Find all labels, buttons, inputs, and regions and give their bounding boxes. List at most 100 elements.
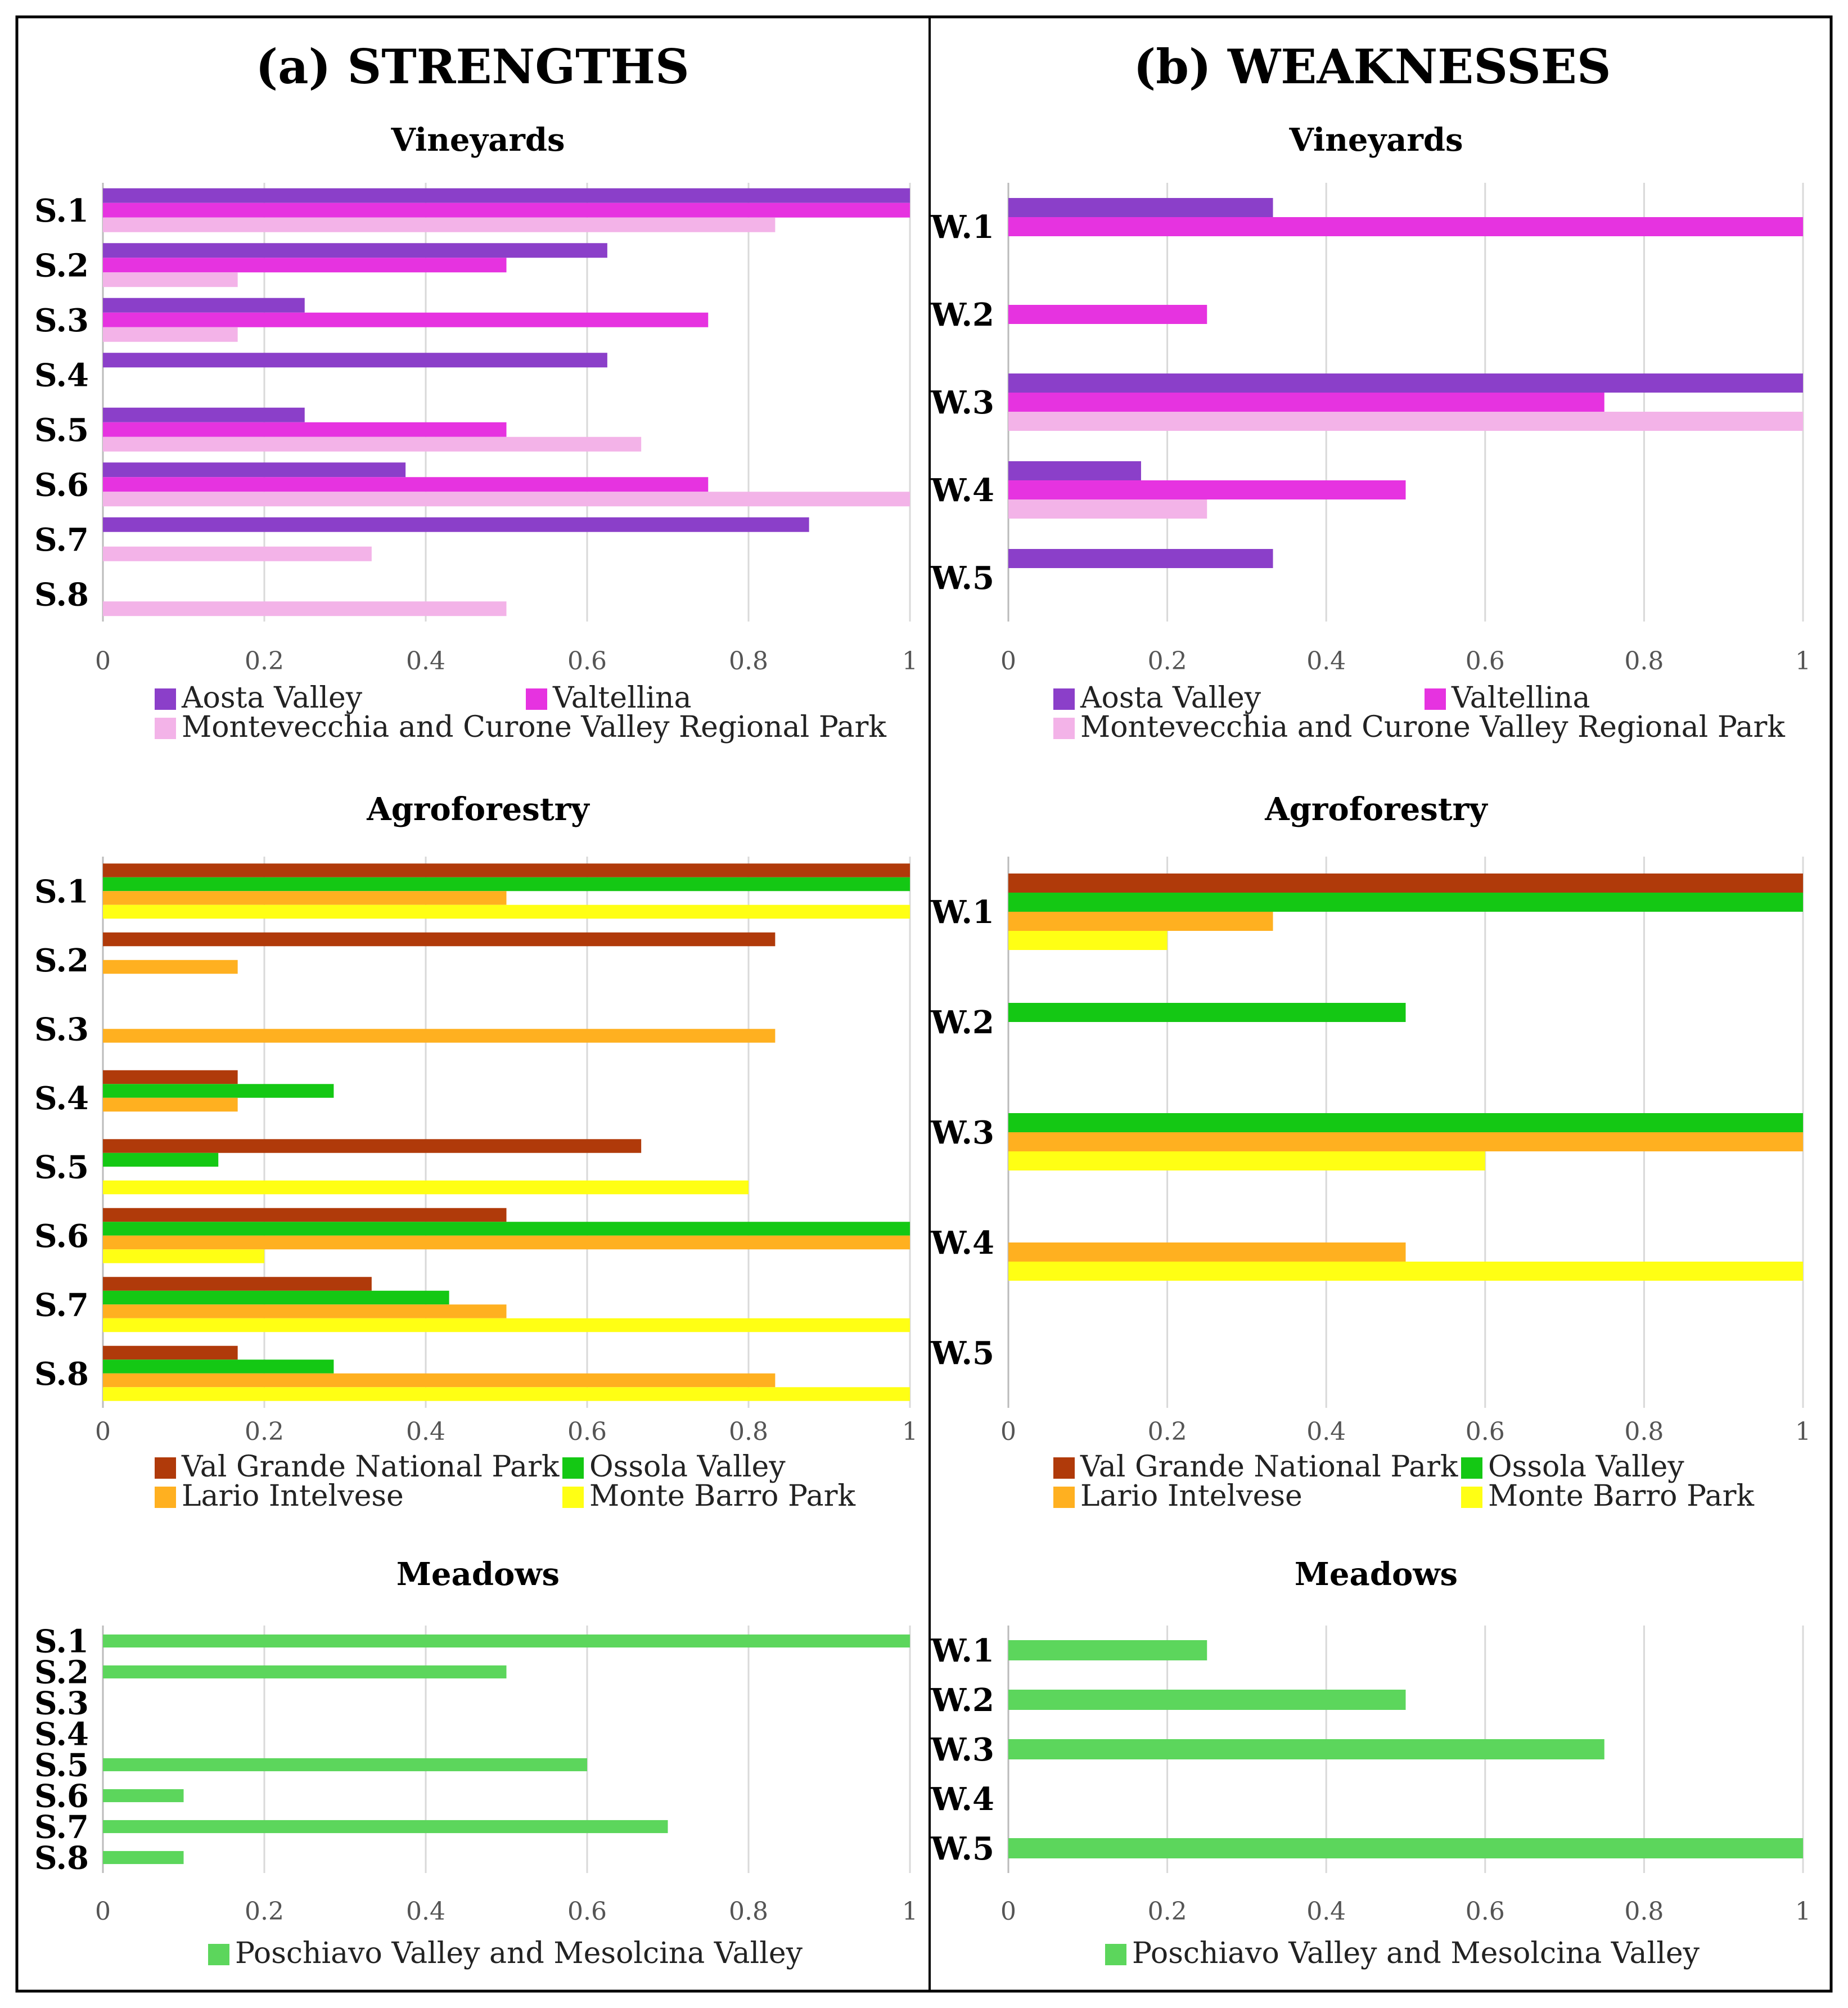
chart-strengths-agroforestry-bar [103,1097,238,1112]
chart-strengths-vineyards-legend-label: Montevecchia and Curone Valley Regional … [182,710,886,744]
chart-strengths-agroforestry-title: Agroforestry [366,791,590,828]
chart-weaknesses-meadows-tick-label: 1 [1795,1897,1811,1926]
chart-strengths-agroforestry-bar [103,932,776,947]
chart-strengths-meadows-category-label: S.5 [34,1747,89,1784]
chart-weaknesses-vineyards-bar [1008,499,1207,519]
chart-weaknesses-vineyards-category-label: W.4 [930,472,994,509]
chart-weaknesses-meadows-bar [1008,1838,1803,1858]
chart-strengths-agroforestry-bar [103,1277,372,1291]
chart-weaknesses-vineyards-bar [1008,217,1803,236]
chart-strengths-agroforestry-bar [103,1222,910,1236]
chart-strengths-agroforestry-bar [103,1070,238,1084]
chart-strengths-agroforestry-category-label: S.1 [34,873,89,910]
chart-strengths-agroforestry-legend-swatch [155,1457,176,1479]
chart-strengths-agroforestry-category-label: S.2 [34,942,89,979]
chart-strengths-meadows-legend-swatch [208,1944,229,1965]
chart-strengths-meadows-category-label: S.2 [34,1654,89,1691]
chart-weaknesses-meadows-tick-label: 0 [1000,1897,1016,1926]
chart-strengths-vineyards-title: Vineyards [390,121,565,159]
chart-weaknesses-vineyards: Vineyards 0 0.2 0.4 0.6 0.8 1 W.1 W.2 W.3 W.4 W.5 Ao… [930,121,1811,744]
chart-strengths-agroforestry-tick-label: 0.4 [406,1417,445,1446]
chart-weaknesses-agroforestry-bar [1008,1151,1485,1170]
chart-strengths-agroforestry-bar [103,1235,910,1250]
chart-weaknesses-agroforestry-tick-label: 0.4 [1306,1417,1346,1446]
chart-weaknesses-vineyards-tick-label: 0.4 [1306,647,1346,676]
chart-weaknesses-agroforestry-bar [1008,893,1803,912]
chart-weaknesses-meadows-tick-label: 0.2 [1148,1897,1187,1926]
chart-weaknesses-agroforestry-legend-label: Val Grande National Park [1080,1450,1458,1484]
chart-strengths-vineyards: Vineyards 0 0.2 0.4 0.6 0.8 1 S.1 S.2 S.3 S.4 S.5 S.… [34,121,918,744]
chart-weaknesses-vineyards-tick-label: 1 [1795,647,1811,676]
chart-strengths-vineyards-bar [103,477,709,492]
chart-weaknesses-agroforestry-tick-label: 0.2 [1148,1417,1187,1446]
chart-strengths-vineyards-category-label: S.3 [34,302,89,339]
chart-strengths-agroforestry-bar [103,1290,449,1305]
chart-weaknesses-meadows-category-label: W.1 [930,1632,994,1669]
chart-weaknesses-vineyards-category-label: W.2 [930,296,994,334]
chart-strengths-vineyards-category-label: S.6 [34,466,89,503]
chart-weaknesses-vineyards-title: Vineyards [1288,121,1463,159]
chart-strengths-meadows-tick-label: 0.4 [406,1897,445,1926]
chart-weaknesses-vineyards-legend-label: Montevecchia and Curone Valley Regional … [1080,710,1785,744]
chart-strengths-meadows-bar [103,1789,184,1803]
chart-strengths-agroforestry-legend-swatch [562,1487,584,1508]
chart-weaknesses-agroforestry-bar [1008,1242,1406,1262]
chart-weaknesses-vineyards-bar [1008,373,1803,393]
chart-weaknesses-agroforestry-legend-swatch [1053,1487,1075,1508]
chart-strengths-agroforestry-bar [103,891,507,905]
chart-strengths-agroforestry-legend-label: Ossola Valley [589,1450,786,1484]
chart-strengths-agroforestry-legend-label: Lario Intelvese [182,1479,404,1513]
chart-strengths-meadows-bar [103,1665,507,1679]
chart-strengths-vineyards-bar [103,312,709,327]
chart-strengths-vineyards-bar [103,188,910,203]
chart-strengths-vineyards-bar [103,517,809,532]
chart-weaknesses-meadows-title: Meadows [1295,1556,1458,1593]
chart-weaknesses-meadows-category-label: W.4 [930,1781,994,1818]
chart-strengths-meadows-category-label: S.3 [34,1685,89,1722]
outer-border [15,15,1833,1993]
chart-strengths-vineyards-category-label: S.4 [34,357,89,394]
chart-strengths-agroforestry-bar [103,904,910,919]
chart-weaknesses-agroforestry-legend-label: Monte Barro Park [1488,1479,1755,1513]
chart-weaknesses-agroforestry-tick-label: 0.6 [1466,1417,1505,1446]
chart-weaknesses-vineyards-category-label: W.5 [930,560,994,597]
chart-weaknesses-agroforestry-bar [1008,1113,1803,1132]
chart-weaknesses-agroforestry-bar [1008,912,1273,931]
chart-weaknesses-agroforestry-tick-label: 0.8 [1624,1417,1664,1446]
chart-weaknesses-agroforestry-category-label: W.4 [930,1224,994,1262]
chart-strengths-vineyards-category-label: S.1 [34,192,89,229]
chart-weaknesses-meadows-tick-label: 0.8 [1624,1897,1664,1926]
chart-strengths-meadows-category-label: S.8 [34,1840,89,1877]
chart-strengths-agroforestry-bar [103,1345,238,1360]
chart-weaknesses-meadows-tick-label: 0.6 [1466,1897,1505,1926]
chart-strengths-meadows-tick-label: 0 [95,1897,111,1926]
chart-strengths-vineyards-bar [103,601,507,616]
chart-strengths-agroforestry-legend-swatch [562,1457,584,1479]
chart-strengths-agroforestry-legend-label: Val Grande National Park [181,1450,560,1484]
chart-weaknesses-agroforestry-legend-swatch [1461,1487,1482,1508]
chart-weaknesses-agroforestry-category-label: W.2 [930,1004,994,1041]
chart-strengths-agroforestry-tick-label: 1 [902,1417,918,1446]
chart-weaknesses-vineyards-legend-swatch [1425,688,1446,710]
chart-strengths-vineyards-bar [103,258,507,273]
chart-weaknesses-meadows-category-label: W.2 [930,1682,994,1719]
chart-strengths-agroforestry: Agroforestry 0 0.2 0.4 0.6 0.8 1 S.1 S.2 S.3 S.4 S.… [34,791,918,1513]
chart-strengths-agroforestry-tick-label: 0.2 [245,1417,284,1446]
chart-strengths-vineyards-tick-label: 0 [95,647,111,676]
chart-strengths-vineyards-legend-swatch [526,688,547,710]
chart-weaknesses-vineyards-tick-label: 0 [1000,647,1016,676]
chart-strengths-agroforestry-category-label: S.6 [34,1218,89,1255]
chart-strengths-agroforestry-bar [103,1249,264,1263]
chart-weaknesses-agroforestry: Agroforestry 0 0.2 0.4 0.6 0.8 1 W.1 W.2 W.3 W.4 W.… [930,791,1811,1513]
chart-strengths-meadows-title: Meadows [396,1556,560,1593]
chart-strengths-agroforestry-bar [103,1387,910,1401]
chart-weaknesses-vineyards-category-label: W.1 [930,209,994,246]
chart-strengths-vineyards-tick-label: 0.6 [567,647,607,676]
chart-strengths-vineyards-bar [103,353,607,368]
chart-weaknesses-meadows-category-label: W.5 [930,1830,994,1867]
chart-strengths-vineyards-tick-label: 0.2 [245,647,284,676]
chart-strengths-vineyards-bar [103,436,642,452]
chart-strengths-agroforestry-bar [103,863,910,877]
